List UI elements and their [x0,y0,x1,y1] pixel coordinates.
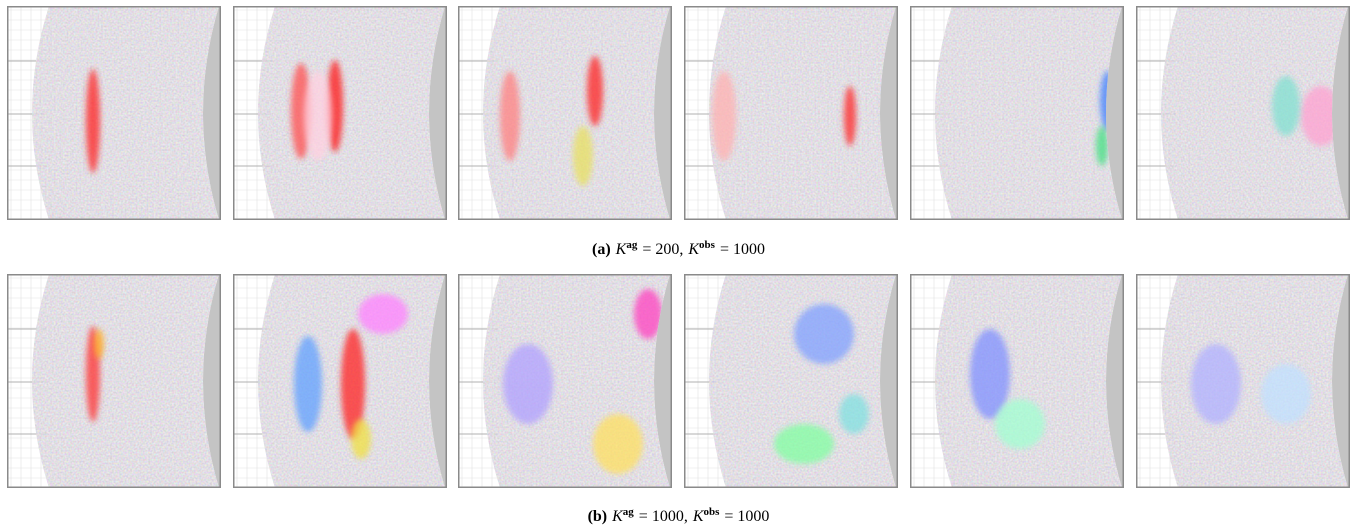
simulation-panel [233,6,447,220]
obstacle [203,274,221,488]
obstacle [1106,6,1124,220]
velocity-region [503,344,553,424]
simulation-panel [910,274,1124,488]
simulation-panel [684,274,898,488]
panel-frame [1136,6,1350,220]
particle-cloud [709,274,896,488]
obstacle [1332,274,1350,488]
velocity-region [304,71,332,161]
velocity-region [1096,126,1108,166]
particle-cloud [483,6,670,220]
value-text: = 1000 [724,508,770,525]
simulation-panel [7,6,221,220]
obstacle [1106,274,1124,488]
obstacle [203,6,221,220]
velocity-region [1191,344,1241,424]
panel-frame [1136,274,1350,488]
panel-frame [233,274,447,488]
superscript: ag [626,239,638,251]
velocity-region [500,71,520,161]
velocity-region [970,329,1010,419]
caption-label: (a) [592,241,611,258]
superscript: ag [622,506,634,518]
particle-texture [32,6,219,220]
velocity-region [1272,76,1300,136]
panel-frame [684,274,898,488]
panel-frame [910,274,1124,488]
velocity-region [1261,364,1311,424]
symbol: K [615,241,627,258]
particle-texture [258,6,445,220]
velocity-region [341,329,365,439]
symbol: K [688,241,700,258]
superscript: obs [703,506,720,518]
simulation-panel [458,6,672,220]
velocity-region [844,86,856,146]
simulation-panel [910,6,1124,220]
symbol: K [692,508,704,525]
velocity-region [794,304,854,364]
obstacle [654,6,672,220]
velocity-region [86,69,100,173]
obstacle [1332,6,1350,220]
value-text: = 1000, [638,508,688,525]
velocity-region [294,336,322,432]
panel-frame [7,6,221,220]
caption-label: (b) [587,508,608,525]
simulation-panel [1136,6,1350,220]
particle-cloud [32,274,219,488]
velocity-region [573,126,593,186]
velocity-region [995,399,1045,449]
simulation-panel [684,6,898,220]
obstacle [880,274,898,488]
simulation-panel [458,274,672,488]
obstacle [429,6,447,220]
panel-row [0,274,1357,488]
value-text: = 200, [642,241,684,258]
panel-row [0,6,1357,220]
panel-frame [458,6,672,220]
simulation-panel [7,274,221,488]
particle-texture [935,6,1122,220]
velocity-region [587,56,603,126]
velocity-region [774,424,834,464]
particle-cloud [1161,6,1348,220]
particle-cloud [483,274,670,488]
velocity-region [712,71,736,161]
particle-cloud [1161,274,1348,488]
velocity-region [634,289,662,339]
particle-texture [935,274,1122,488]
panel-frame [910,6,1124,220]
velocity-region [839,394,869,434]
particle-cloud [32,6,219,220]
panel-frame [684,6,898,220]
panel-frame [458,274,672,488]
particle-cloud [709,6,896,220]
simulation-panel [1136,274,1350,488]
velocity-region [351,419,371,459]
particle-cloud [935,274,1122,488]
symbol: K [612,508,623,525]
panel-frame [233,6,447,220]
superscript: obs [699,239,715,251]
caption: (a) Kag = 200, Kobs = 1000 [0,235,1357,260]
particle-texture [32,274,219,488]
value-text: = 1000 [719,241,765,258]
simulation-panel [233,274,447,488]
velocity-region [94,329,104,359]
obstacle [654,274,672,488]
caption: (b) Kag = 1000, Kobs = 1000 [0,502,1357,527]
velocity-region [593,414,643,474]
particle-cloud [258,274,445,488]
panel-frame [7,274,221,488]
velocity-region [1301,86,1341,146]
particle-cloud [935,6,1122,220]
velocity-region [358,294,408,334]
obstacle [880,6,898,220]
particle-texture [709,6,896,220]
particle-cloud [258,6,445,220]
obstacle [429,274,447,488]
